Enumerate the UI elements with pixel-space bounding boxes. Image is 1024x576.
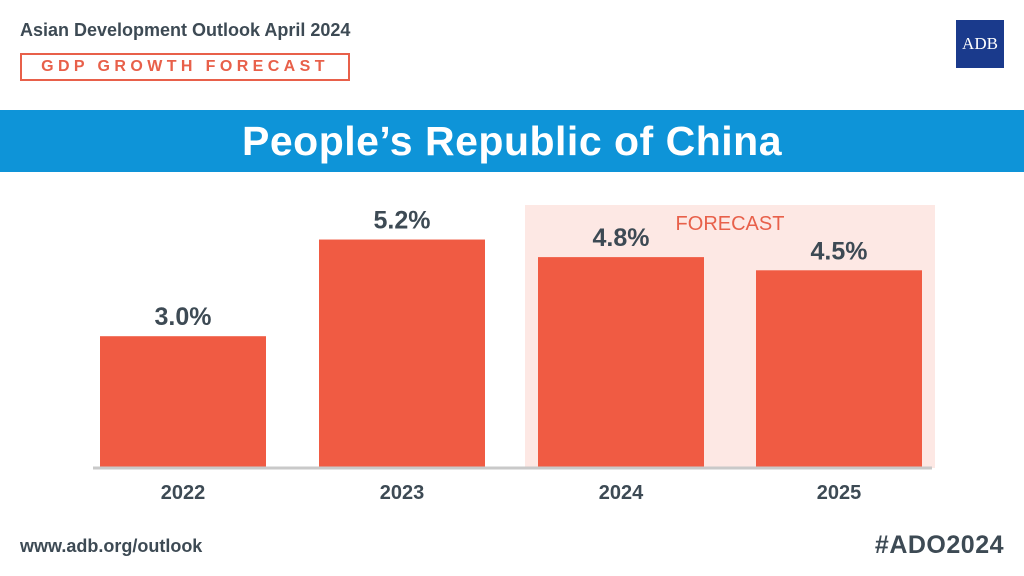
bar-2022 [100, 336, 266, 468]
adb-logo: ADB [956, 20, 1004, 68]
x-tick-2022: 2022 [161, 482, 206, 504]
gdp-growth-forecast-badge: GDP GROWTH FORECAST [20, 53, 350, 81]
x-tick-2024: 2024 [599, 482, 644, 504]
x-tick-2023: 2023 [380, 482, 425, 504]
bar-2025 [756, 270, 922, 468]
gdp-bar-chart: FORECAST 3.0% 2022 5.2% 2023 4.8% 2024 4.5% 2025 [93, 205, 935, 504]
value-label-2024: 4.8% [593, 224, 650, 252]
bar-2024 [538, 257, 704, 468]
chart-title: People’s Republic of China [242, 117, 782, 164]
footer-hashtag: #ADO2024 [874, 531, 1004, 559]
adb-logo-text: ADB [962, 34, 998, 53]
value-label-2025: 4.5% [811, 237, 868, 265]
value-label-2022: 3.0% [155, 303, 212, 331]
footer-url[interactable]: www.adb.org/outlook [20, 536, 203, 556]
title-banner: People’s Republic of China [0, 110, 1024, 172]
x-tick-2025: 2025 [817, 482, 862, 504]
forecast-label: FORECAST [676, 213, 785, 235]
report-subtitle: Asian Development Outlook April 2024 [20, 20, 351, 40]
value-label-2023: 5.2% [374, 207, 431, 235]
bar-2023 [319, 239, 485, 468]
